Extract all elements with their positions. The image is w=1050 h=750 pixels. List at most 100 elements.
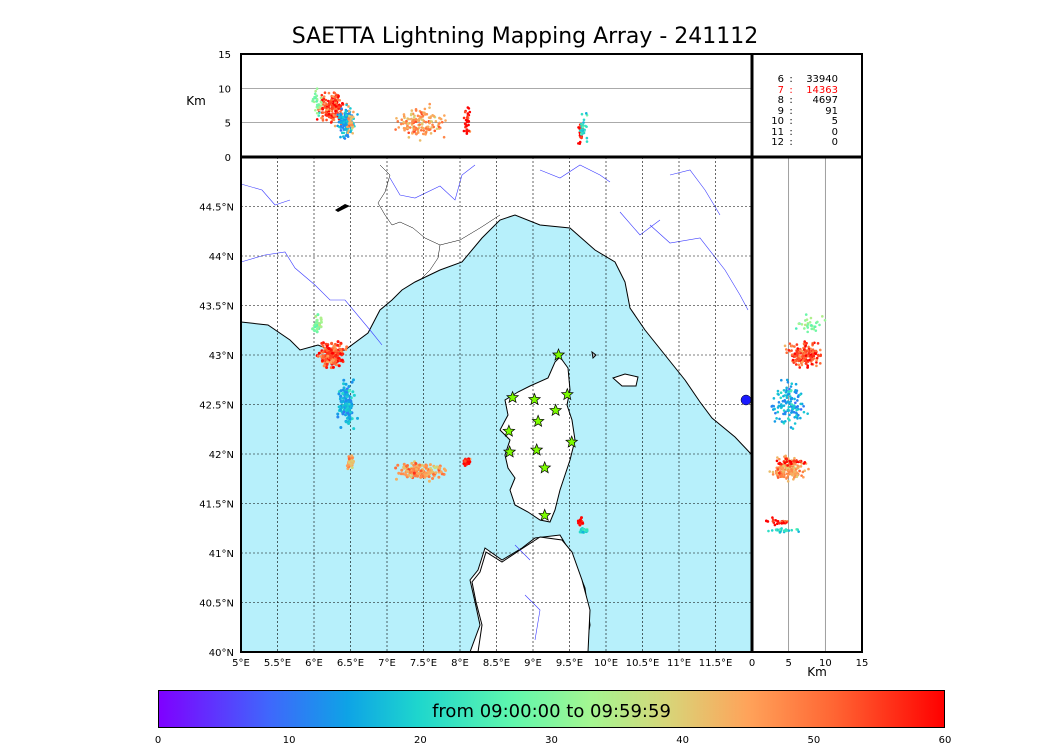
lightning-point [774,518,778,522]
lightning-point [775,522,779,526]
lightning-point [778,417,781,421]
lightning-point [770,405,774,408]
lightning-point [328,115,332,119]
lat-tick-label: 44.5°N [199,203,234,214]
lightning-point [412,128,416,132]
lightning-point [432,472,436,476]
lightning-point [804,313,808,316]
lightning-point [816,320,819,324]
lightning-point [314,314,318,318]
lon-tick-label: 11°E [667,658,691,669]
station-star-icon [529,443,544,456]
lightning-point [797,322,801,325]
lightning-point [798,357,801,361]
lightning-point [423,107,427,111]
lightning-point [792,478,795,481]
lightning-point [787,529,791,532]
map-frame [240,156,863,653]
lightning-point [336,412,340,416]
lightning-point [781,470,785,473]
lightning-point [315,118,319,121]
count-altitude: 10 [771,116,784,127]
lightning-point [333,124,337,128]
lightning-point [581,530,585,534]
lightning-point [785,378,789,382]
lightning-point [796,354,799,357]
lightning-point [773,523,777,527]
lightning-point [347,388,351,392]
station-star-icon [527,392,542,406]
altitude-tick-label: 15 [856,658,869,669]
lightning-point [790,462,793,466]
lightning-point [800,349,804,353]
lightning-point [414,120,418,124]
lightning-point [800,323,804,326]
lightning-point [397,126,401,129]
lightning-point [776,528,779,531]
lightning-point [793,460,796,463]
lightning-point [815,356,819,360]
lightning-point [778,530,782,534]
lightning-point [807,467,810,471]
lightning-point [806,330,809,334]
lightning-point [316,326,320,330]
station-star-icon [538,508,552,521]
lightning-point [781,420,785,424]
lightning-point [440,120,444,124]
lightning-point [322,364,326,368]
lightning-point [799,348,802,351]
lightning-point [430,126,433,129]
lightning-point [334,95,338,99]
lat-tick-label: 41°N [209,549,234,560]
lat-tick-label: 42°N [209,450,234,461]
count-altitude: 12 [771,137,784,148]
lightning-point [792,462,795,465]
lat-tick-label: 40°N [209,648,234,659]
lightning-point [350,458,354,462]
lightning-point [784,348,788,351]
station-star-icon [502,424,516,437]
lightning-point [327,347,331,351]
lightning-point [342,135,345,138]
lightning-point [408,126,412,129]
lightning-point [790,349,793,352]
lightning-point [815,364,818,368]
lightning-point [768,470,772,473]
lightning-point [798,469,801,473]
lightning-point [348,119,352,123]
lightning-point [800,474,803,477]
count-value: 14363 [806,84,838,96]
lightning-point [462,116,466,120]
lightning-point [797,413,800,417]
lightning-point [339,129,343,132]
lightning-point [806,326,810,329]
lightning-point [815,361,818,364]
lightning-point [802,410,806,414]
lightning-point [317,351,321,355]
lightning-point [800,363,804,367]
lightning-point [785,396,789,400]
lightning-point [462,129,466,133]
lightning-point [791,427,795,430]
lightning-point [321,356,325,360]
lightning-point [350,466,354,470]
lon-tick-label: 9.5°E [556,658,583,669]
lightning-point [336,351,340,355]
lightning-point [324,98,328,102]
lightning-point [437,122,441,126]
lightning-point [341,352,345,356]
lightning-point [406,126,409,130]
lightning-point [432,125,435,129]
lightning-point [314,89,317,93]
colorbar-tick-label: 60 [938,735,952,746]
lightning-point [394,466,398,470]
lightning-point [331,118,335,121]
lightning-point [766,520,770,523]
lightning-point [435,127,439,131]
lightning-point [777,457,781,461]
lightning-point [431,476,435,480]
lightning-point [325,114,329,117]
lightning-point [806,354,810,358]
altitude-tick-label: 10 [218,84,231,95]
lightning-point [771,408,775,411]
